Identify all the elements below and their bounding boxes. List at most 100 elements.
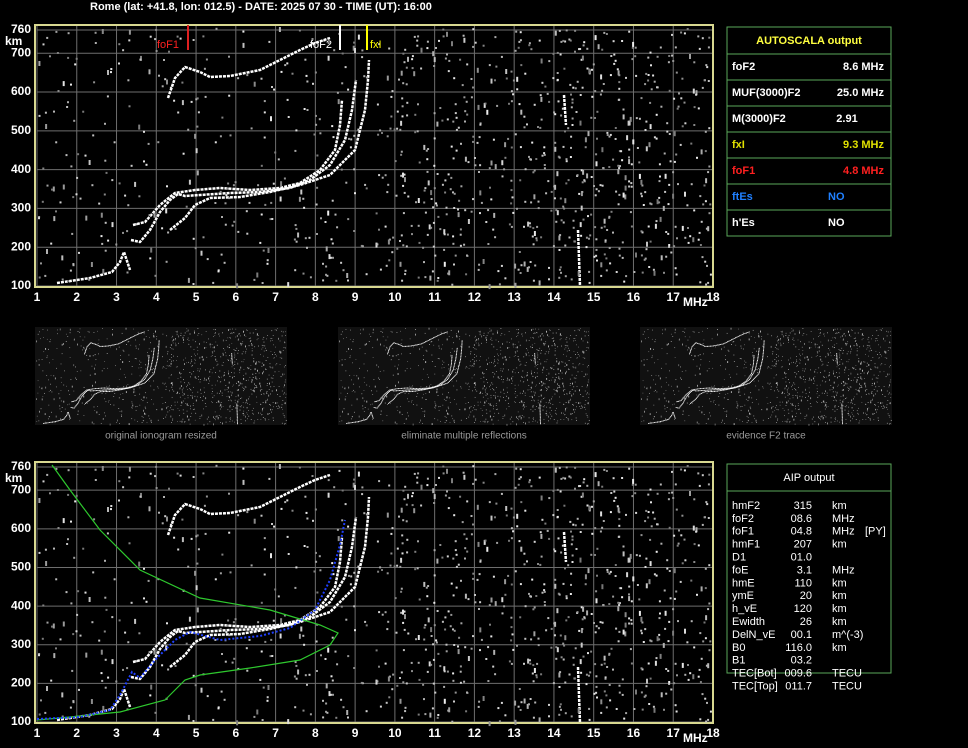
aip-cell: 011.7 [785, 681, 812, 693]
x-tick-label: 5 [193, 290, 200, 304]
aip-cell: 01.0 [791, 552, 812, 564]
aip-cell: foE [732, 564, 749, 576]
x-tick-label: 11 [428, 726, 441, 740]
y-tick-label: 500 [11, 560, 31, 574]
autoscala-panel: AUTOSCALA output foF2 8.6 MHz MUF(3000)F… [726, 26, 892, 237]
aip-cell: 03.2 [791, 655, 812, 667]
aip-cell: h_vE [732, 603, 757, 615]
y-tick-label: 200 [11, 676, 31, 690]
y-tick-label: 100 [11, 714, 31, 728]
y-tick-label: 300 [11, 201, 31, 215]
aip-cell: ymE [732, 590, 754, 602]
aip-cell: km [832, 500, 847, 512]
x-tick-label: 10 [388, 290, 402, 304]
x-tick-label: 9 [352, 290, 359, 304]
row-label: h'Es [732, 217, 755, 229]
aip-cell: km [832, 539, 847, 551]
y-tick-label: 200 [11, 239, 31, 253]
aip-cell: D1 [732, 552, 746, 564]
x-tick-label: 8 [312, 290, 319, 304]
x-tick-label: 12 [468, 290, 482, 304]
aip-cell: hmE [732, 577, 755, 589]
x-tick-label: 11 [428, 290, 441, 304]
x-tick-label: 15 [587, 726, 601, 740]
x-tick-label: 18 [706, 726, 720, 740]
x-tick-label: 15 [587, 290, 601, 304]
thumbnail [35, 327, 287, 425]
x-tick-label: 17 [667, 726, 681, 740]
thumbnail-caption: evidence F2 trace [726, 431, 806, 442]
y-tick-label: 600 [11, 84, 31, 98]
aip-cell: [PY] [865, 526, 886, 538]
aip-cell: hmF2 [732, 500, 760, 512]
y-tick-label: 600 [11, 521, 31, 535]
marker-label: fxI [370, 39, 382, 51]
marker-label: foF1 [157, 39, 179, 51]
aip-panel: AIP output hmF2 315 km foF2 08.6 MHz foF1 04.8 M… [726, 463, 892, 693]
aip-cell: 315 [794, 500, 812, 512]
aip-cell: TECU [832, 668, 862, 680]
aip-cell: 20 [800, 590, 812, 602]
thumbnail-caption: eliminate multiple reflections [401, 431, 527, 442]
x-tick-label: 13 [507, 726, 521, 740]
aip-cell: hmF1 [732, 539, 760, 551]
aip-cell: foF1 [732, 526, 754, 538]
row-value: 9.3 MHz [843, 139, 884, 151]
thumbnail [338, 327, 590, 425]
x-tick-label: 3 [113, 290, 120, 304]
y-tick-label: 760 [11, 22, 31, 36]
aip-cell: MHz [832, 564, 855, 576]
x-unit: MHz [683, 731, 708, 745]
x-tick-label: 13 [507, 290, 521, 304]
x-unit: MHz [683, 295, 708, 309]
aip-cell: 00.1 [791, 629, 812, 641]
y-tick-label: 700 [11, 482, 31, 496]
x-tick-label: 6 [232, 290, 239, 304]
row-label: MUF(3000)F2 [732, 87, 800, 99]
panel-title: AIP output [783, 472, 834, 484]
row-label: ftEs [732, 191, 753, 203]
marker-label: foF2 [310, 39, 332, 51]
x-tick-label: 6 [232, 726, 239, 740]
plot-frame [34, 24, 714, 288]
aip-cell: km [832, 577, 847, 589]
y-unit: km [5, 471, 22, 485]
fit-trace [36, 519, 346, 720]
y-tick-label: 400 [11, 162, 31, 176]
x-tick-label: 14 [547, 726, 561, 740]
x-tick-label: 3 [113, 726, 120, 740]
aip-cell: MHz [832, 513, 855, 525]
x-tick-label: 18 [706, 290, 720, 304]
x-tick-label: 1 [34, 290, 41, 304]
x-tick-label: 4 [153, 726, 160, 740]
x-tick-label: 17 [667, 290, 681, 304]
x-tick-label: 7 [272, 290, 279, 304]
aip-cell: Ewidth [732, 616, 765, 628]
aip-cell: 120 [794, 603, 812, 615]
aip-cell: km [832, 590, 847, 602]
x-tick-label: 16 [627, 290, 641, 304]
aip-cell: 207 [794, 539, 812, 551]
aip-cell: 3.1 [797, 564, 812, 576]
x-tick-label: 7 [272, 726, 279, 740]
row-value: NO [828, 191, 845, 203]
row-value: NO [828, 217, 845, 229]
y-tick-label: 760 [11, 459, 31, 473]
thumbnail [640, 327, 892, 425]
aip-cell: 116.0 [785, 642, 812, 654]
x-tick-label: 12 [468, 726, 482, 740]
row-label: M(3000)F2 [732, 113, 786, 125]
aip-cell: 04.8 [791, 526, 812, 538]
row-label: foF1 [732, 165, 755, 177]
x-tick-label: 8 [312, 726, 319, 740]
traces [36, 462, 714, 728]
thumbnail-caption: original ionogram resized [105, 431, 217, 442]
plot-frame [34, 461, 714, 724]
aip-cell: TEC[Bot] [732, 668, 777, 680]
aip-cell: km [832, 616, 847, 628]
row-label: foF2 [732, 61, 755, 73]
model-profile [36, 464, 339, 721]
